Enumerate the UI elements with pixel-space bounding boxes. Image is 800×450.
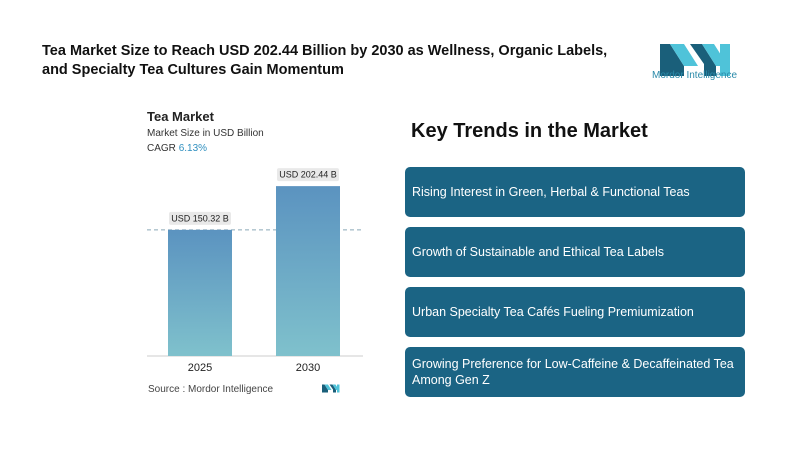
data-label-2025: USD 150.32 B <box>171 213 229 223</box>
trend-label: Rising Interest in Green, Herbal & Funct… <box>412 185 690 199</box>
x-tick-label-2030: 2030 <box>296 362 320 374</box>
trend-label: Growth of Sustainable and Ethical Tea La… <box>412 245 665 259</box>
data-label-2030: USD 202.44 B <box>279 170 337 180</box>
trend-label: Urban Specialty Tea Cafés Fueling Premiu… <box>412 305 694 319</box>
mordor-intelligence-logo-icon <box>660 44 730 76</box>
key-trends-list: Rising Interest in Green, Herbal & Funct… <box>405 167 745 407</box>
chart-cagr: CAGR 6.13% <box>147 143 207 154</box>
cagr-value: 6.13% <box>178 143 208 154</box>
brand-name: Mordor Intelligence <box>652 70 738 81</box>
trend-label: Growing Preference for Low-Caffeine & De… <box>412 357 734 387</box>
trend-item-1: Rising Interest in Green, Herbal & Funct… <box>405 167 745 217</box>
chart-subtitle: Market Size in USD Billion <box>147 128 264 139</box>
chart-source: Source : Mordor Intelligence <box>148 384 274 395</box>
data-label-box-2025 <box>169 211 231 225</box>
mordor-intelligence-small-logo-icon <box>322 384 340 393</box>
trend-item-3: Urban Specialty Tea Cafés Fueling Premiu… <box>405 287 745 337</box>
bar-2025 <box>168 229 232 356</box>
cagr-label: CAGR <box>147 143 176 154</box>
key-trends-title: Key Trends in the Market <box>411 120 648 142</box>
x-tick-label-2025: 2025 <box>188 362 212 374</box>
data-label-box-2030 <box>277 168 339 182</box>
chart-title: Tea Market <box>147 109 214 124</box>
trend-item-4: Growing Preference for Low-Caffeine & De… <box>405 347 745 397</box>
page-headline: Tea Market Size to Reach USD 202.44 Bill… <box>42 43 608 78</box>
bar-2030 <box>276 186 340 356</box>
trend-item-2: Growth of Sustainable and Ethical Tea La… <box>405 227 745 277</box>
